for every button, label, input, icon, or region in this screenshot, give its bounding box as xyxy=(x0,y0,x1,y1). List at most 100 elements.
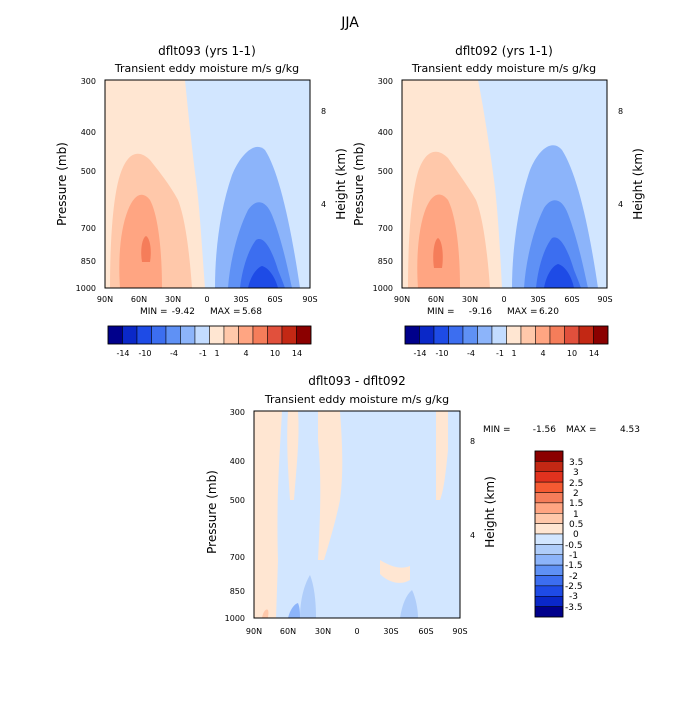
y-ticks-left: 300 400 500 700 850 1000 xyxy=(373,77,393,293)
y-axis-label-right: Height (km) xyxy=(483,476,497,547)
panel-subtitle: Transient eddy moisture m/s g/kg xyxy=(411,62,596,75)
x-tick-label: 90N xyxy=(394,295,410,304)
contour-region xyxy=(262,609,269,618)
colorbar-label: -10 xyxy=(138,349,151,358)
x-tick-label: 60N xyxy=(131,295,147,304)
max-value: 4.53 xyxy=(620,425,640,435)
x-tick-label: 60S xyxy=(267,295,282,304)
colorbar-label: 1 xyxy=(214,349,219,358)
y-ticks-right: 8 4 xyxy=(618,107,623,209)
colorbar-box xyxy=(549,325,565,345)
colorbar-box xyxy=(534,575,564,587)
y-right-tick-label: 8 xyxy=(618,107,623,116)
colorbar-box xyxy=(578,325,594,345)
colorbar-box xyxy=(564,325,580,345)
colorbar-label: -3.5 xyxy=(565,603,583,613)
colorbar-label: 14 xyxy=(589,349,599,358)
max-value: 5.68 xyxy=(242,307,262,317)
colorbar-label: -2 xyxy=(569,572,578,582)
panel-title: dflt092 (yrs 1-1) xyxy=(455,44,553,58)
y-tick-label: 400 xyxy=(230,457,245,466)
min-value: -1.56 xyxy=(533,425,557,435)
contour-region xyxy=(254,411,282,618)
x-tick-label: 30S xyxy=(383,627,398,636)
colorbar-box xyxy=(151,325,167,345)
colorbar-labels: -14 -10 -4 -1 1 4 10 14 xyxy=(116,349,302,358)
contour-region xyxy=(300,575,316,618)
colorbar-label: 3 xyxy=(573,468,579,478)
panel-dflt093: dflt093 (yrs 1-1) Transient eddy moistur… xyxy=(55,44,348,358)
contour-region xyxy=(544,264,574,288)
x-tick-label: 30N xyxy=(165,295,181,304)
colorbar-box xyxy=(534,471,564,483)
colorbar-box xyxy=(534,492,564,504)
colorbar-box xyxy=(534,450,564,462)
y-axis-label: Pressure (mb) xyxy=(205,470,219,554)
colorbar-label: -10 xyxy=(435,349,448,358)
x-tick-label: 0 xyxy=(204,295,209,304)
contour-region xyxy=(248,266,278,288)
colorbar-box xyxy=(535,325,551,345)
colorbar-box xyxy=(180,325,196,345)
colorbar-box xyxy=(534,502,564,514)
max-value: 6.20 xyxy=(539,307,559,317)
colorbar-box xyxy=(506,325,522,345)
heatmap-area xyxy=(253,410,461,619)
contour-region xyxy=(380,560,410,583)
panel-difference: dflt093 - dflt092 Transient eddy moistur… xyxy=(205,374,640,636)
y-axis-label: Pressure (mb) xyxy=(55,142,69,226)
colorbar-box xyxy=(534,544,564,555)
y-right-tick-label: 4 xyxy=(470,531,475,540)
colorbar-label: 3.5 xyxy=(569,458,583,468)
min-max-readout: MIN = -1.56 MAX = 4.53 xyxy=(483,425,640,435)
y-ticks-right: 8 4 xyxy=(321,107,326,209)
colorbar-box xyxy=(209,325,225,345)
colorbar-box xyxy=(593,325,609,345)
contour-region xyxy=(433,238,443,268)
max-label: MAX = xyxy=(566,425,597,435)
panel-dflt092: dflt092 (yrs 1-1) Transient eddy moistur… xyxy=(352,44,645,358)
colorbar-box xyxy=(477,325,493,345)
colorbar-label: 2 xyxy=(573,489,579,499)
min-value: -9.42 xyxy=(172,307,195,317)
colorbar-box xyxy=(491,325,507,345)
min-label: MIN = xyxy=(483,425,511,435)
colorbar-box xyxy=(448,325,464,345)
colorbar-label: -1 xyxy=(199,349,207,358)
max-label: MAX = xyxy=(210,307,241,317)
contour-region xyxy=(436,411,448,500)
colorbar-box xyxy=(534,585,564,597)
colorbar-horizontal: -14 -10 -4 -1 1 4 10 14 xyxy=(107,325,312,358)
y-tick-label: 1000 xyxy=(225,614,245,623)
x-tick-label: 0 xyxy=(501,295,506,304)
min-label: MIN = xyxy=(427,307,455,317)
colorbar-box xyxy=(419,325,435,345)
x-tick-label: 60N xyxy=(428,295,444,304)
colorbar-label: -4 xyxy=(170,349,178,358)
colorbar-box xyxy=(107,325,123,345)
colorbar-box xyxy=(534,461,564,472)
y-ticks-left: 300 400 500 700 850 1000 xyxy=(225,408,245,623)
y-tick-label: 500 xyxy=(378,167,393,176)
colorbar-box xyxy=(252,325,268,345)
x-tick-label: 60N xyxy=(280,627,296,636)
colorbar-box xyxy=(404,325,420,345)
colorbar-box xyxy=(238,325,254,345)
colorbar-labels: 3.5 3 2.5 2 1.5 1 0.5 0 -0.5 -1 -1.5 -2 … xyxy=(565,458,583,613)
colorbar-labels: -14 -10 -4 -1 1 4 10 14 xyxy=(413,349,599,358)
x-tick-label: 90S xyxy=(452,627,467,636)
colorbar-box xyxy=(296,325,312,345)
colorbar-label: -1 xyxy=(569,551,578,561)
x-tick-label: 90S xyxy=(302,295,317,304)
colorbar-vertical: 3.5 3 2.5 2 1.5 1 0.5 0 -0.5 -1 -1.5 -2 … xyxy=(534,450,583,618)
y-axis-label-right: Height (km) xyxy=(631,148,645,219)
y-axis-label-right: Height (km) xyxy=(334,148,348,219)
colorbar-box xyxy=(534,606,564,618)
y-tick-label: 850 xyxy=(81,257,96,266)
x-tick-label: 30N xyxy=(315,627,331,636)
min-max-readout: MIN = -9.16 MAX = 6.20 xyxy=(427,307,559,317)
y-tick-label: 300 xyxy=(81,77,96,86)
contour-region xyxy=(287,411,299,500)
y-tick-label: 400 xyxy=(378,128,393,137)
